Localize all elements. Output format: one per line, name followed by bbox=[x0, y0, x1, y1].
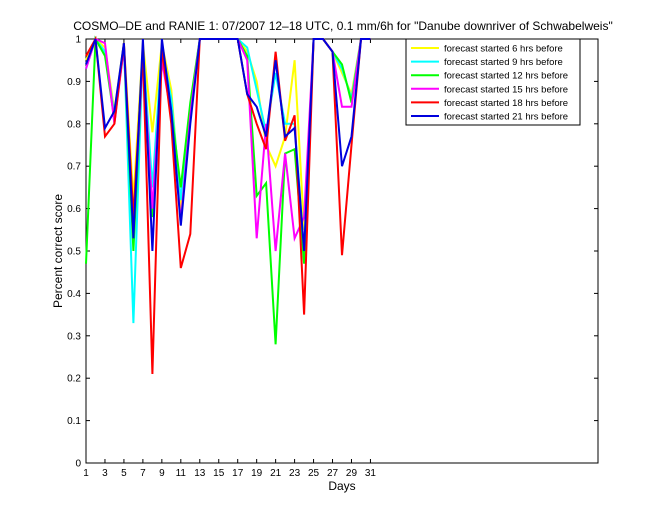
x-tick-label: 21 bbox=[270, 468, 282, 479]
legend-entry-3: forecast started 15 hrs before bbox=[444, 84, 568, 95]
legend-entry-5: forecast started 21 hrs before bbox=[444, 112, 568, 123]
x-tick-label: 23 bbox=[289, 468, 301, 479]
legend-entry-4: forecast started 18 hrs before bbox=[444, 98, 568, 109]
legend-entry-1: forecast started 9 hrs before bbox=[444, 57, 563, 68]
y-tick-label: 0.1 bbox=[67, 416, 81, 427]
x-tick-label: 27 bbox=[327, 468, 339, 479]
legend-box bbox=[405, 38, 581, 126]
legend-entry-0: forecast started 6 hrs before bbox=[444, 44, 563, 55]
y-tick-label: 0.7 bbox=[67, 162, 81, 173]
y-tick-label: 0.9 bbox=[67, 77, 81, 88]
y-tick-label: 0.5 bbox=[67, 247, 81, 258]
legend-entry-2: forecast started 12 hrs before bbox=[444, 71, 568, 82]
x-tick-label: 15 bbox=[213, 468, 225, 479]
x-tick-label: 17 bbox=[232, 468, 244, 479]
x-tick-label: 9 bbox=[159, 468, 165, 479]
y-tick-label: 0.6 bbox=[67, 204, 81, 215]
x-tick-label: 31 bbox=[365, 468, 377, 479]
x-axis-label: Days bbox=[328, 479, 355, 493]
y-tick-label: 0.8 bbox=[67, 119, 81, 130]
x-tick-label: 1 bbox=[83, 468, 89, 479]
x-tick-label: 29 bbox=[346, 468, 358, 479]
x-tick-label: 3 bbox=[102, 468, 108, 479]
x-tick-label: 11 bbox=[176, 468, 187, 479]
x-tick-label: 25 bbox=[308, 468, 320, 479]
series-lines bbox=[85, 35, 371, 375]
y-axis-label: Percent correct score bbox=[51, 194, 65, 308]
axis-ticks: 1 3 5 7 9 11 13 15 17 19 21 23 25 27 29 3100.10.20.30.4… bbox=[67, 35, 598, 479]
y-tick-label: 0.4 bbox=[67, 289, 81, 300]
series-line-5 bbox=[85, 38, 371, 252]
y-tick-label: 1 bbox=[75, 35, 81, 46]
x-tick-label: 7 bbox=[140, 468, 146, 479]
legend: forecast started 6 hrs before forecast st… bbox=[405, 38, 581, 126]
x-tick-label: 19 bbox=[251, 468, 263, 479]
x-tick-label: 13 bbox=[194, 468, 206, 479]
x-tick-label: 5 bbox=[121, 468, 127, 479]
y-tick-label: 0.2 bbox=[67, 374, 81, 385]
y-tick-label: 0 bbox=[75, 459, 81, 470]
chart-title: COSMO–DE and RANIE 1: 07/2007 12–18 UTC,… bbox=[73, 19, 612, 33]
y-tick-label: 0.3 bbox=[67, 331, 81, 342]
